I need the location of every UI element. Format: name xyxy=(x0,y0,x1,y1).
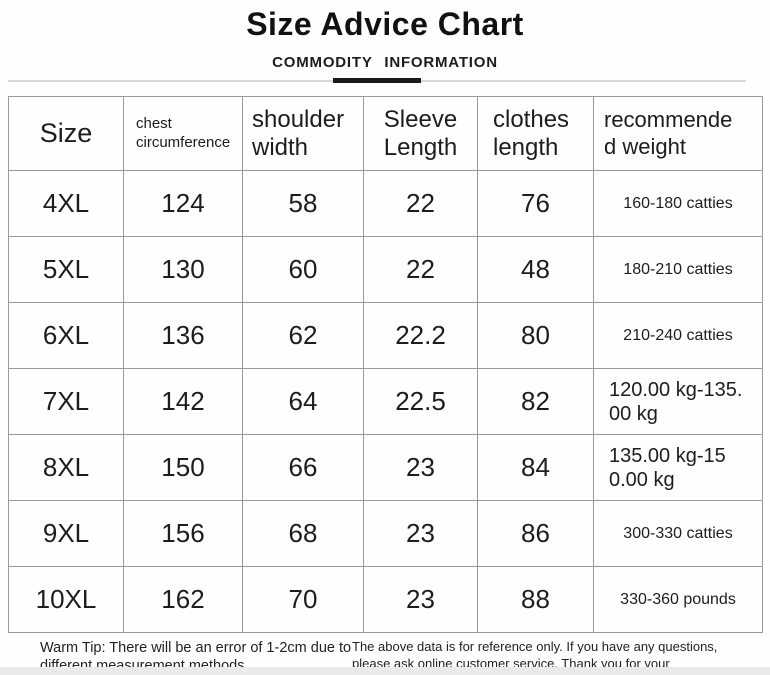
clothes-cell: 88 xyxy=(477,566,594,633)
col-header-size: Size xyxy=(8,96,124,171)
table-row-10xl: 10XL 162 70 23 88 330-360 pounds xyxy=(8,566,763,633)
clothes-cell: 76 xyxy=(477,170,594,237)
col-header-sleeve: Sleeve Length xyxy=(363,96,478,171)
page-subtitle: COMMODITY INFORMATION xyxy=(272,54,498,71)
size-cell: 6XL xyxy=(8,302,124,369)
table-row-8xl: 8XL 150 66 23 84 135.00 kg-15 0.00 kg xyxy=(8,434,763,501)
size-table: Size chest circumference shoulder width … xyxy=(8,96,763,633)
chest-cell: 156 xyxy=(123,500,243,567)
chest-cell: 150 xyxy=(123,434,243,501)
bottom-strip xyxy=(0,667,770,675)
size-cell: 4XL xyxy=(8,170,124,237)
chest-cell: 162 xyxy=(123,566,243,633)
sleeve-cell: 22 xyxy=(363,170,478,237)
table-row-7xl: 7XL 142 64 22.5 82 120.00 kg-135. 00 kg xyxy=(8,368,763,435)
shoulder-cell: 60 xyxy=(242,236,364,303)
sleeve-cell: 22.5 xyxy=(363,368,478,435)
section-divider xyxy=(8,78,760,83)
shoulder-cell: 68 xyxy=(242,500,364,567)
table-row-5xl: 5XL 130 60 22 48 180-210 catties xyxy=(8,236,763,303)
chest-cell: 130 xyxy=(123,236,243,303)
shoulder-cell: 64 xyxy=(242,368,364,435)
col-header-shoulder: shoulder width xyxy=(242,96,364,171)
size-cell: 5XL xyxy=(8,236,124,303)
shoulder-cell: 70 xyxy=(242,566,364,633)
shoulder-cell: 62 xyxy=(242,302,364,369)
chest-cell: 136 xyxy=(123,302,243,369)
col-header-chest: chest circumference xyxy=(123,96,243,171)
shoulder-cell: 66 xyxy=(242,434,364,501)
shoulder-cell: 58 xyxy=(242,170,364,237)
clothes-cell: 80 xyxy=(477,302,594,369)
col-header-weight: recommende d weight xyxy=(593,96,763,171)
sleeve-cell: 22 xyxy=(363,236,478,303)
sleeve-cell: 23 xyxy=(363,500,478,567)
clothes-cell: 84 xyxy=(477,434,594,501)
sleeve-cell: 23 xyxy=(363,434,478,501)
weight-cell: 180-210 catties xyxy=(593,236,763,303)
size-cell: 10XL xyxy=(8,566,124,633)
table-row-4xl: 4XL 124 58 22 76 160-180 catties xyxy=(8,170,763,237)
clothes-cell: 48 xyxy=(477,236,594,303)
chest-cell: 142 xyxy=(123,368,243,435)
weight-cell: 120.00 kg-135. 00 kg xyxy=(593,368,763,435)
size-cell: 8XL xyxy=(8,434,124,501)
header-row: Size chest circumference shoulder width … xyxy=(8,96,763,171)
table-row-9xl: 9XL 156 68 23 86 300-330 catties xyxy=(8,500,763,567)
chest-cell: 124 xyxy=(123,170,243,237)
size-cell: 9XL xyxy=(8,500,124,567)
sleeve-cell: 22.2 xyxy=(363,302,478,369)
page-title: Size Advice Chart xyxy=(246,6,524,42)
weight-cell: 300-330 catties xyxy=(593,500,763,567)
clothes-cell: 82 xyxy=(477,368,594,435)
col-header-clothes: clothes length xyxy=(477,96,594,171)
clothes-cell: 86 xyxy=(477,500,594,567)
table-row-6xl: 6XL 136 62 22.2 80 210-240 catties xyxy=(8,302,763,369)
weight-cell: 160-180 catties xyxy=(593,170,763,237)
weight-cell: 330-360 pounds xyxy=(593,566,763,633)
size-cell: 7XL xyxy=(8,368,124,435)
weight-cell: 210-240 catties xyxy=(593,302,763,369)
sleeve-cell: 23 xyxy=(363,566,478,633)
weight-cell: 135.00 kg-15 0.00 kg xyxy=(593,434,763,501)
divider-accent-segment xyxy=(333,78,421,83)
